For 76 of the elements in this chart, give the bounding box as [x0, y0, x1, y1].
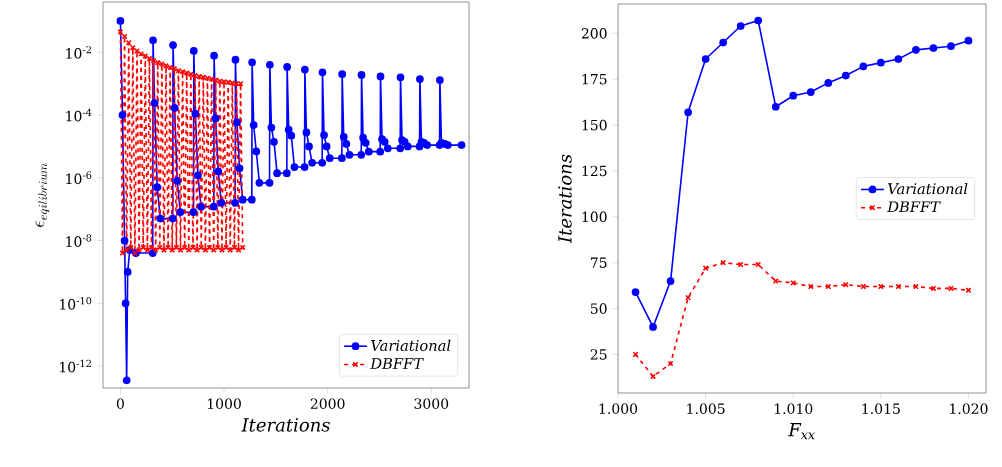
point: [194, 247, 201, 253]
legend-label: DBFFT: [370, 358, 424, 369]
point: [947, 42, 955, 51]
point: [771, 102, 780, 111]
point: [895, 283, 902, 290]
x-tick-label: 2000: [310, 398, 345, 409]
legend-label: Variational: [888, 182, 968, 195]
point: [138, 50, 145, 57]
point: [237, 80, 244, 87]
point: [649, 323, 657, 331]
x-tick-label: 1000: [207, 398, 241, 409]
y-tick-label: 100: [582, 211, 607, 223]
point: [171, 65, 178, 72]
y-tick-label: 10$^{-2}$: [66, 45, 91, 59]
point: [632, 351, 639, 358]
x-tick-label: 1.010: [774, 403, 813, 414]
y-tick-label: 10$^{-12}$: [60, 359, 91, 373]
point: [876, 58, 885, 67]
point: [148, 244, 155, 251]
point: [125, 39, 132, 46]
point: [179, 68, 186, 75]
point: [175, 67, 182, 74]
point: [158, 61, 165, 68]
x-tick-label: 0: [116, 398, 124, 409]
legend-label: Variational: [371, 339, 451, 351]
point: [187, 71, 194, 78]
point: [200, 74, 207, 81]
x-tick-label: 1.015: [862, 403, 900, 414]
point: [894, 55, 903, 63]
y-tick-label: 50: [590, 303, 607, 314]
point: [930, 285, 937, 292]
y-tick-label: 75: [590, 257, 607, 268]
point: [789, 91, 798, 100]
y-tick-label: 10$^{-4}$: [66, 108, 92, 122]
point: [231, 244, 238, 251]
point: [860, 283, 867, 290]
point: [719, 38, 728, 47]
point: [912, 46, 920, 54]
point: [206, 244, 213, 251]
y-tick-label: 25: [590, 349, 607, 360]
x-axis-title: F$_{xx}$: [788, 423, 815, 440]
y-axis-title: $\epsilon_{eqilibrium}$: [35, 163, 50, 227]
point: [666, 277, 675, 285]
y-tick-label: 150: [582, 119, 607, 131]
point: [964, 36, 973, 45]
point: [736, 22, 745, 30]
x-axis-title: Iterations: [241, 418, 330, 432]
point: [631, 288, 640, 296]
point: [754, 16, 763, 25]
y-tick-label: 10$^{-6}$: [66, 171, 92, 185]
y-tick-label: 175: [582, 73, 607, 85]
point: [121, 33, 128, 40]
point: [216, 78, 223, 85]
x-tick-label: 1.005: [687, 403, 725, 414]
point: [684, 108, 692, 117]
legend-label: DBFFT: [887, 201, 941, 213]
point: [806, 88, 815, 96]
y-tick-label: 10$^{-10}$: [60, 296, 92, 310]
point: [841, 71, 850, 80]
point: [667, 360, 674, 367]
point: [824, 79, 833, 87]
y-tick-label: 200: [581, 28, 607, 39]
point: [790, 279, 797, 286]
x-tick-label: 1.000: [599, 403, 638, 414]
point: [150, 57, 157, 64]
point: [701, 55, 710, 63]
y-axis-title: Iterations: [558, 154, 572, 244]
point: [929, 44, 938, 52]
point: [173, 244, 180, 251]
point: [842, 281, 849, 288]
x-tick-label: 1.020: [950, 403, 988, 414]
y-tick-label: 125: [582, 165, 607, 177]
y-tick-label: 10$^{-8}$: [66, 234, 92, 247]
point: [146, 55, 153, 62]
x-tick-label: 3000: [414, 398, 449, 409]
point: [859, 62, 868, 71]
